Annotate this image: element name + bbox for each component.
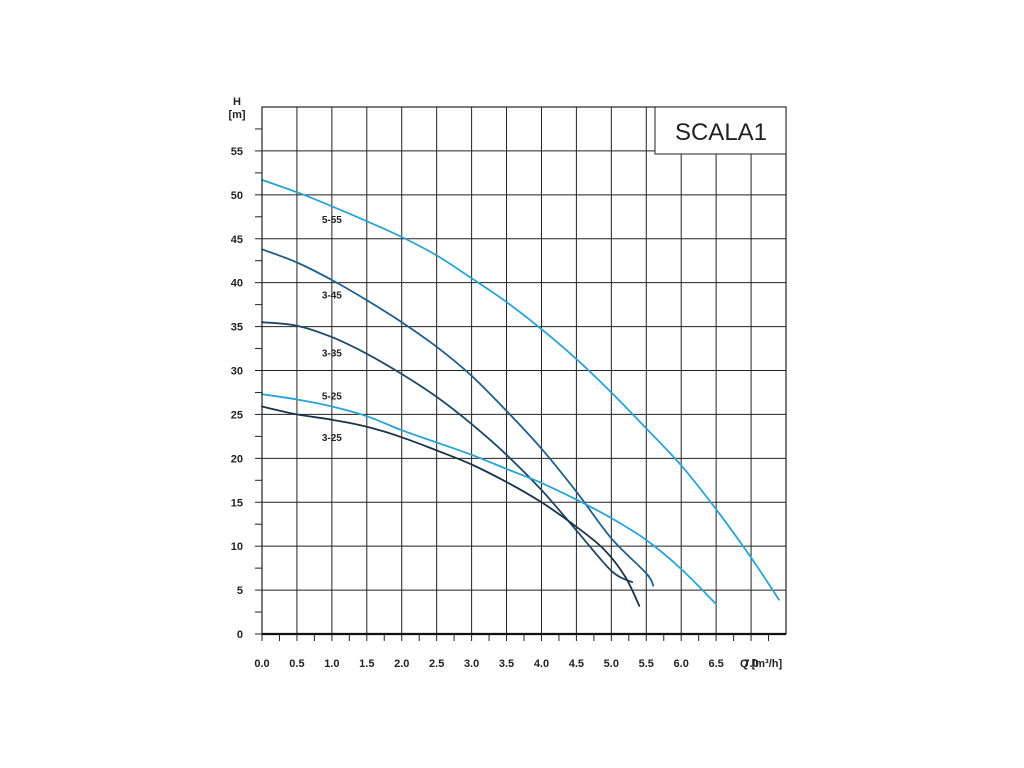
y-tick-label: 30 bbox=[231, 366, 243, 378]
y-tick-label: 50 bbox=[231, 190, 243, 202]
x-tick-label: 1.5 bbox=[359, 658, 374, 670]
x-tick-label: 7.0 bbox=[743, 658, 758, 670]
curves-layer bbox=[261, 179, 780, 607]
y-tick-label: 25 bbox=[231, 409, 243, 421]
curve-3-25 bbox=[261, 405, 641, 607]
x-tick-label: 3.5 bbox=[499, 658, 514, 670]
x-tick-label: 3.0 bbox=[464, 658, 479, 670]
curve-labels-layer: 5-55 3-45 3-35 5-25 3-25 bbox=[322, 215, 342, 444]
x-tick-label: 4.5 bbox=[569, 658, 584, 670]
chart-title-box bbox=[654, 106, 787, 155]
curve-3-35 bbox=[261, 321, 634, 584]
y-tick-label: 0 bbox=[237, 629, 243, 641]
x-axis-label: Q [m³/h] bbox=[740, 658, 782, 670]
axes-layer: 0 5 10 15 20 25 30 35 40 45 50 55 0.0 0.5 1.0 1.5 2.0 2.5… bbox=[231, 106, 787, 670]
x-tick-label: 6.0 bbox=[674, 658, 689, 670]
y-tick-label: 35 bbox=[231, 322, 243, 334]
x-tick-label: 4.0 bbox=[534, 658, 549, 670]
x-tick-label: 0.5 bbox=[289, 658, 304, 670]
x-tick-label: 1.0 bbox=[324, 658, 339, 670]
x-tick-label: 5.5 bbox=[639, 658, 654, 670]
curve-3-45 bbox=[261, 248, 655, 587]
y-tick-label: 45 bbox=[231, 234, 243, 246]
x-tick-label: 2.5 bbox=[429, 658, 444, 670]
y-tick-label: 5 bbox=[237, 585, 243, 597]
curve-label-5-55: 5-55 bbox=[322, 215, 342, 226]
y-tick-label: 55 bbox=[231, 146, 243, 158]
y-tick-label: 20 bbox=[231, 453, 243, 465]
curve-label-3-35: 3-35 bbox=[322, 348, 342, 359]
x-tick-label: 2.0 bbox=[394, 658, 409, 670]
chart-title: SCALA1 bbox=[675, 119, 767, 146]
grid-lines bbox=[262, 107, 786, 634]
curve-5-55 bbox=[261, 179, 780, 601]
curve-label-3-25: 3-25 bbox=[322, 433, 342, 444]
curve-label-3-45: 3-45 bbox=[322, 290, 342, 301]
curve-5-25 bbox=[261, 393, 717, 605]
x-tick-label: 6.5 bbox=[708, 658, 723, 670]
y-tick-label: 10 bbox=[231, 541, 243, 553]
curve-label-5-25: 5-25 bbox=[322, 391, 342, 402]
x-tick-label: 0.0 bbox=[254, 658, 269, 670]
y-axis-label-line2: [m] bbox=[228, 109, 245, 121]
y-tick-label: 40 bbox=[231, 278, 243, 290]
y-tick-label: 15 bbox=[231, 497, 243, 509]
x-tick-label: 5.0 bbox=[604, 658, 619, 670]
y-axis-label-line1: H bbox=[233, 96, 241, 108]
